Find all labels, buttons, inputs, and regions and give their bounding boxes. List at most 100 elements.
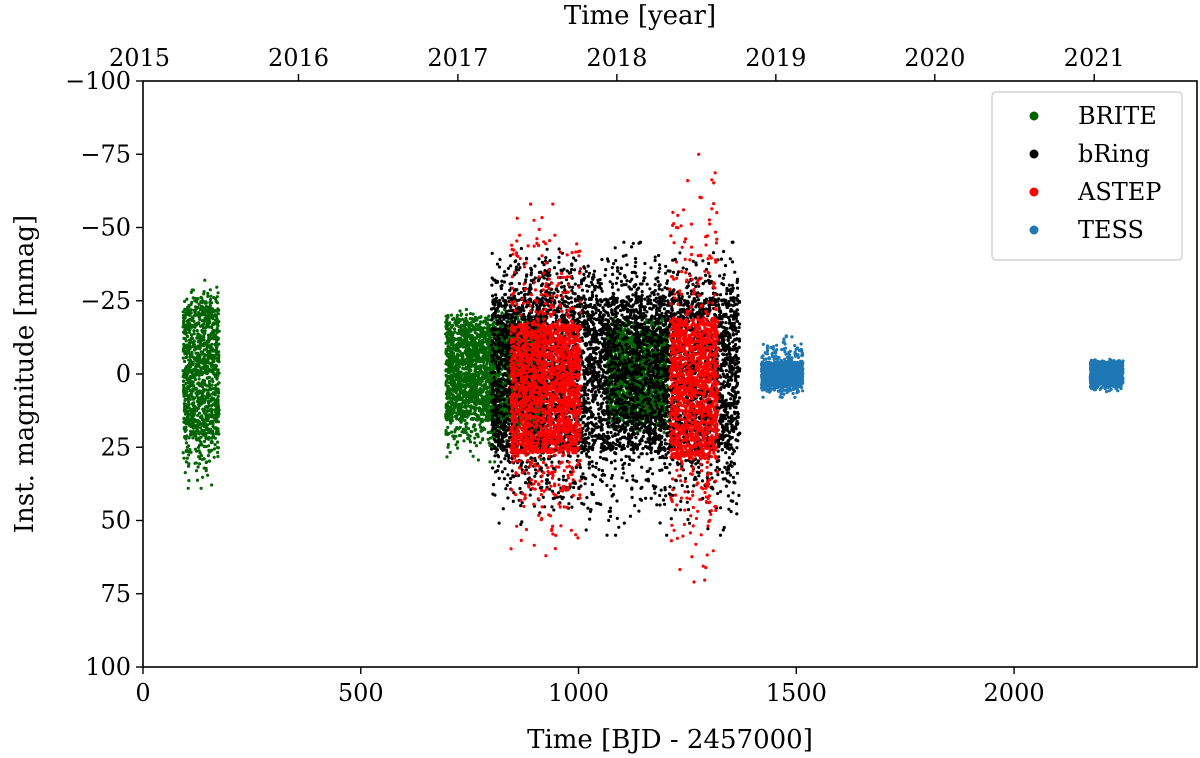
data-point <box>210 325 214 330</box>
data-point <box>190 390 194 394</box>
data-point <box>201 417 205 422</box>
data-point <box>212 354 216 358</box>
data-point <box>184 460 188 464</box>
data-point <box>199 454 204 458</box>
data-point <box>189 370 193 374</box>
data-point <box>216 446 220 450</box>
data-point <box>458 410 462 414</box>
data-point <box>213 399 217 403</box>
data-point <box>446 341 450 345</box>
data-point <box>193 377 197 382</box>
data-point <box>486 390 490 394</box>
data-point <box>469 321 473 325</box>
data-point <box>206 473 210 477</box>
data-point <box>197 377 201 381</box>
data-point <box>472 351 476 355</box>
data-point <box>185 445 189 449</box>
data-point <box>191 360 195 364</box>
data-point <box>189 450 193 454</box>
data-point <box>216 368 220 372</box>
data-point <box>475 417 479 421</box>
data-point <box>200 380 204 384</box>
data-point <box>482 413 486 417</box>
data-point <box>186 312 190 316</box>
data-point <box>197 332 201 337</box>
data-point <box>197 321 201 325</box>
data-point <box>184 437 188 441</box>
data-point <box>205 317 209 322</box>
data-point <box>198 317 202 321</box>
data-point <box>215 295 219 299</box>
data-point <box>462 439 466 443</box>
data-point <box>207 305 211 309</box>
data-point <box>480 379 484 383</box>
data-point <box>464 395 468 399</box>
data-point <box>206 391 210 395</box>
data-point <box>187 338 191 342</box>
data-point <box>192 411 196 415</box>
data-point <box>460 402 464 406</box>
data-point <box>194 313 198 317</box>
data-point <box>207 352 211 356</box>
data-point <box>466 374 471 378</box>
data-point <box>207 325 211 329</box>
data-point <box>187 453 191 457</box>
data-point <box>500 311 504 315</box>
data-point <box>184 355 188 360</box>
data-point <box>207 336 211 340</box>
data-point <box>473 441 477 445</box>
data-point <box>193 461 197 465</box>
data-point <box>185 323 189 327</box>
data-point <box>204 466 208 471</box>
data-point <box>194 305 198 309</box>
data-point <box>480 428 484 433</box>
data-point <box>461 392 465 396</box>
data-point <box>199 350 203 354</box>
data-point <box>193 299 197 303</box>
data-point <box>183 471 187 475</box>
data-point <box>462 430 466 434</box>
data-point <box>462 360 466 364</box>
data-point <box>204 341 208 345</box>
data-point <box>216 427 220 431</box>
data-point <box>182 348 186 352</box>
data-point <box>207 404 211 408</box>
data-point <box>479 320 483 324</box>
data-point <box>480 347 484 351</box>
data-point <box>185 334 190 339</box>
data-point <box>195 423 199 427</box>
data-point <box>451 351 456 355</box>
data-point <box>467 409 471 414</box>
data-point <box>185 343 189 347</box>
data-point <box>191 363 195 367</box>
data-point <box>199 440 203 445</box>
data-point <box>197 449 201 453</box>
data-point <box>449 376 453 380</box>
data-point <box>472 423 477 427</box>
data-point <box>211 435 215 439</box>
data-point <box>448 321 452 325</box>
data-point <box>209 332 213 336</box>
data-point <box>453 404 458 408</box>
data-point <box>201 319 205 323</box>
data-point <box>485 410 489 414</box>
data-point <box>211 317 215 321</box>
data-point <box>467 367 471 372</box>
data-point <box>211 368 215 373</box>
data-point <box>186 400 191 404</box>
data-point <box>213 308 217 313</box>
data-point <box>199 324 203 328</box>
data-point <box>182 394 186 398</box>
data-point <box>181 451 185 455</box>
data-point <box>465 360 469 365</box>
data-point <box>185 352 189 356</box>
data-point <box>209 353 214 357</box>
data-point <box>208 300 212 304</box>
data-point <box>211 335 215 339</box>
data-point <box>210 410 214 414</box>
data-point <box>488 460 492 464</box>
data-point <box>195 373 199 377</box>
data-point <box>208 362 212 366</box>
data-point <box>194 469 199 473</box>
data-point <box>454 400 458 404</box>
